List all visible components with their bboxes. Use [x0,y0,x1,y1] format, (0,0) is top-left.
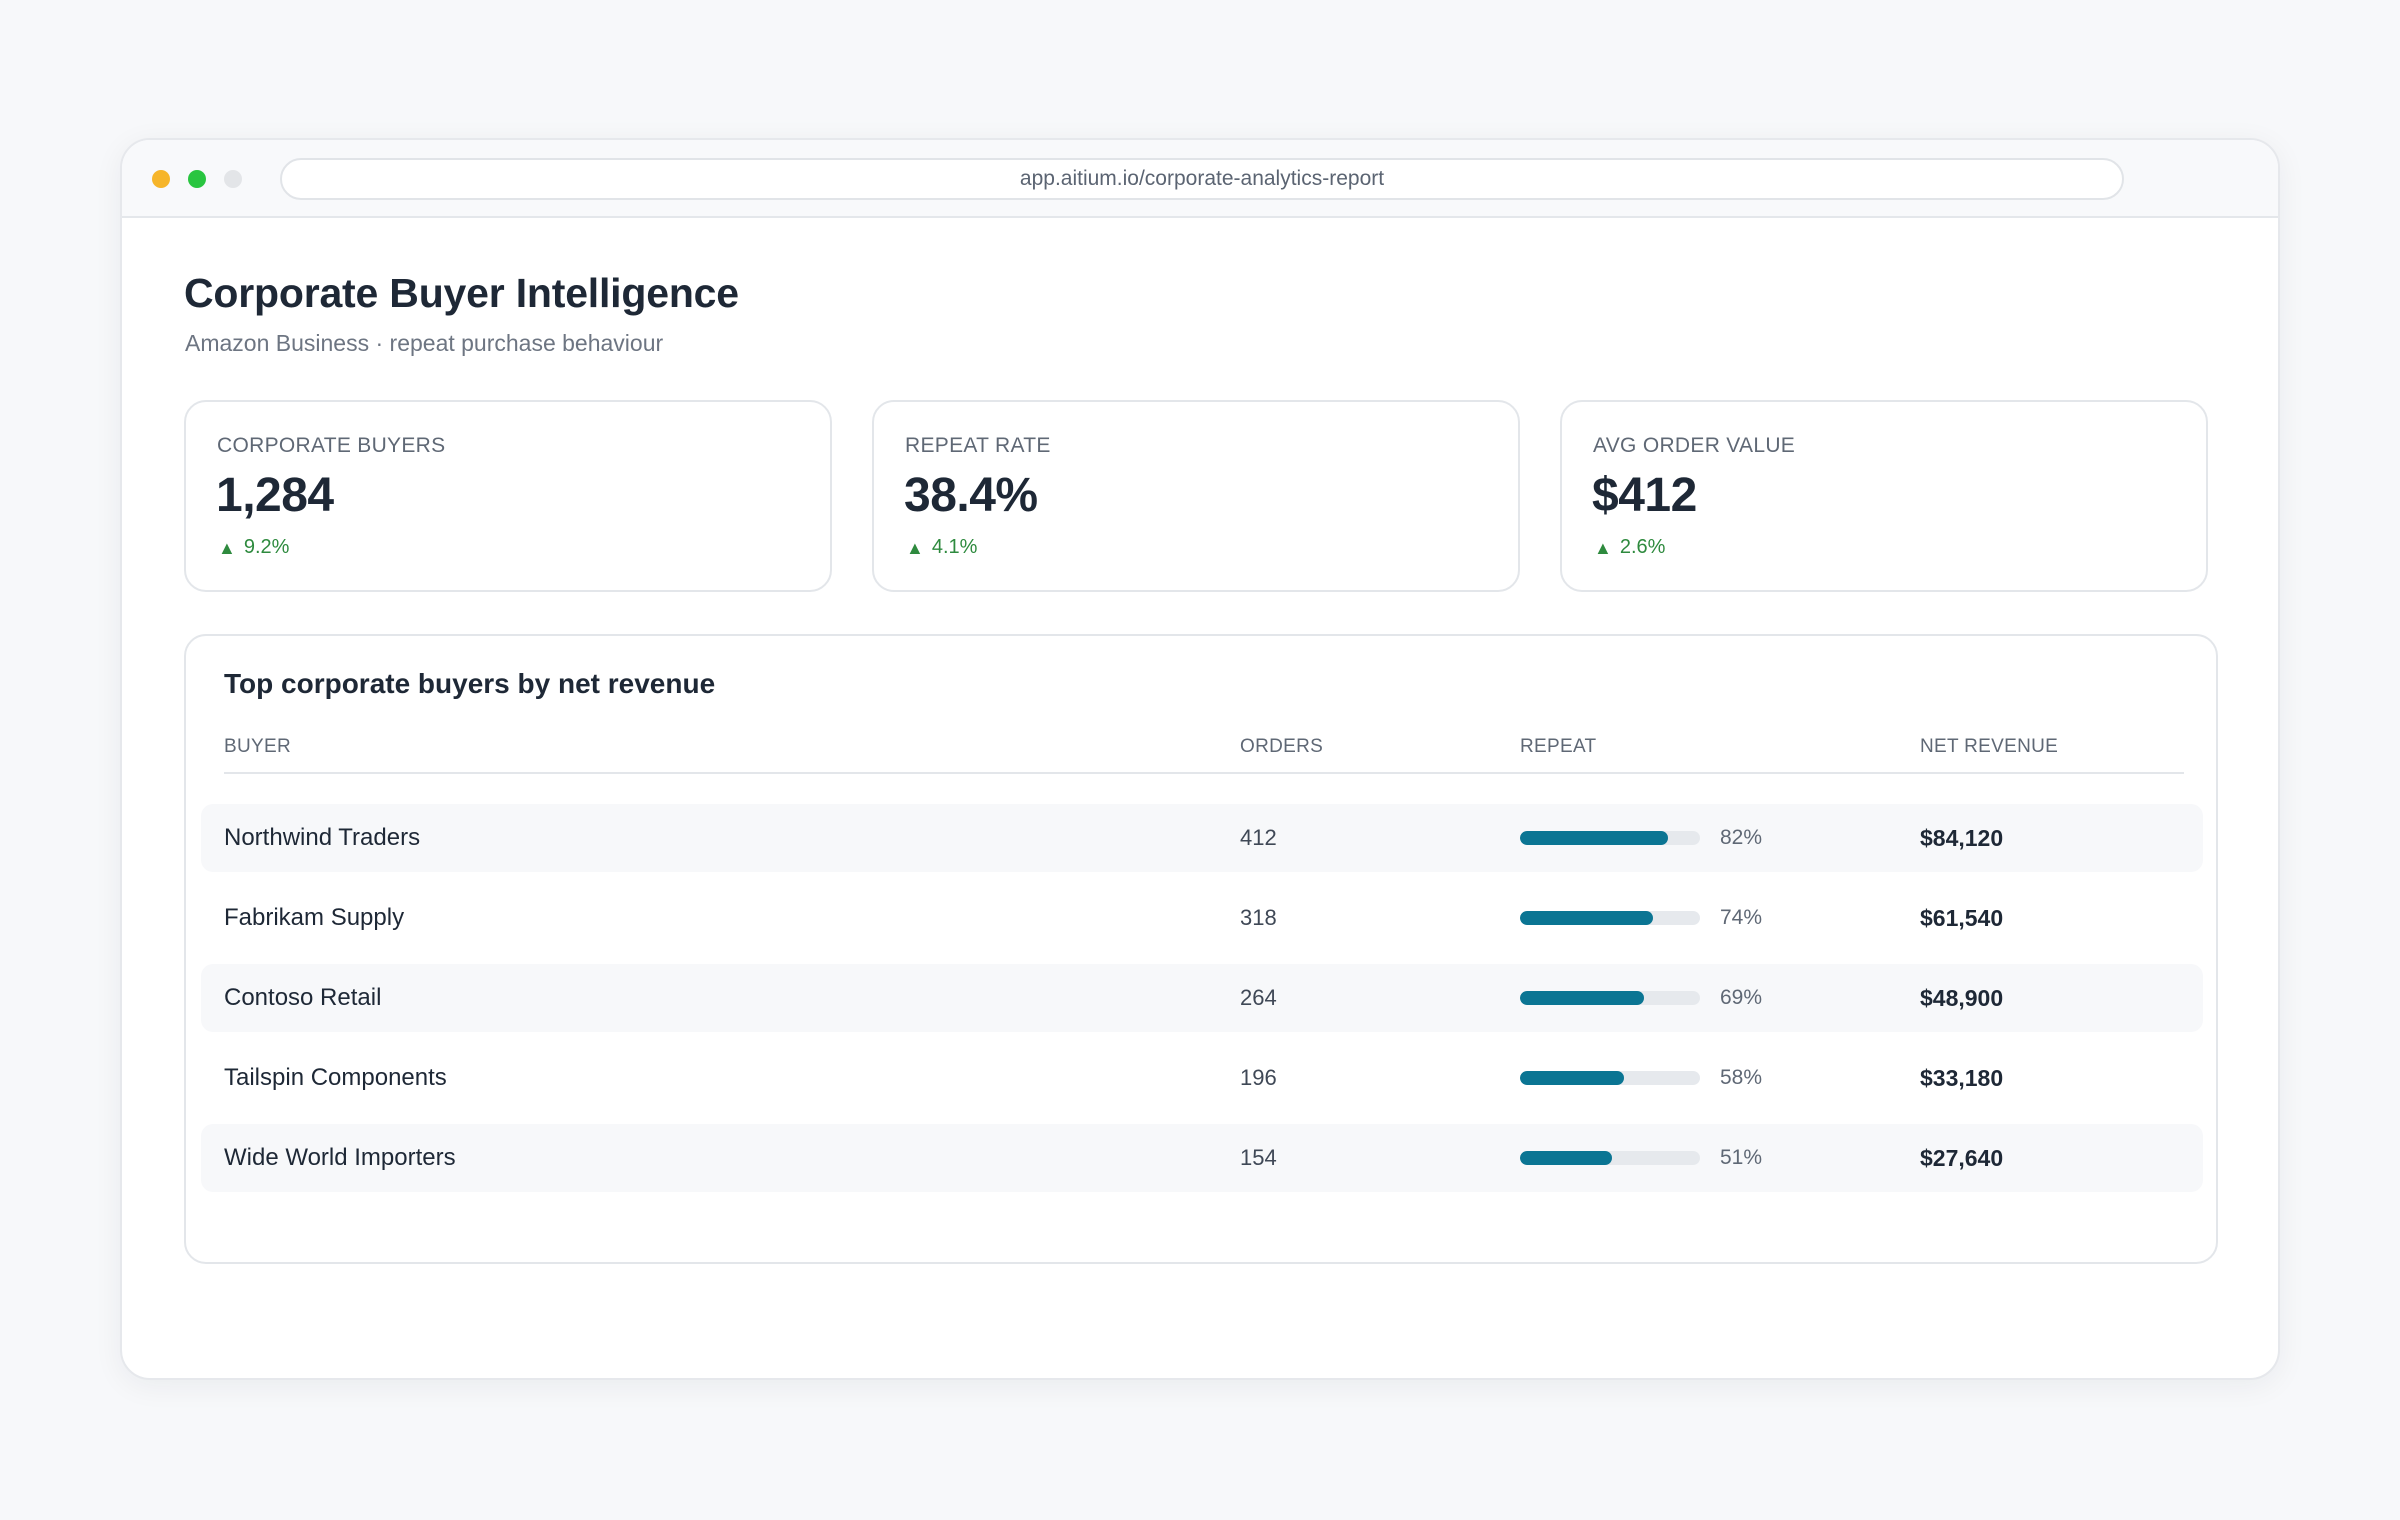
net-revenue: $48,900 [1920,984,2004,1011]
buyer-name: Tailspin Components [224,1064,447,1091]
table-header: BUYER ORDERS REPEAT NET REVENUE [224,736,2184,774]
triangle-up-icon: ▲ [906,537,924,558]
kpi-delta-value: 4.1% [931,536,978,558]
kpi-label: CORPORATE BUYERS [217,434,446,457]
address-bar[interactable]: app.aitium.io/corporate-analytics-report [280,158,2124,200]
buyer-name: Fabrikam Supply [224,904,405,931]
repeat-bar-track [1520,831,1700,845]
repeat-bar-fill [1520,991,1645,1005]
net-revenue: $33,180 [1920,1064,2004,1091]
inactive-dot-icon [224,170,242,188]
repeat-bar-fill [1520,911,1654,925]
page-content: Corporate Buyer Intelligence Amazon Busi… [122,218,2278,1378]
table-row[interactable]: Contoso Retail 264 69% $48,900 [201,964,2203,1032]
table-row[interactable]: Fabrikam Supply 318 74% $61,540 [201,884,2203,952]
table-row[interactable]: Wide World Importers 154 51% $27,640 [201,1124,2203,1192]
column-header-buyer[interactable]: BUYER [224,736,291,757]
repeat-bar [1520,884,1700,952]
address-bar-url: app.aitium.io/corporate-analytics-report [1019,167,1385,190]
kpi-value: 1,284 [216,469,334,522]
maximize-dot-icon[interactable] [188,170,206,188]
browser-titlebar: app.aitium.io/corporate-analytics-report [122,140,2278,218]
kpi-value: $412 [1592,469,1697,522]
repeat-bar-track [1520,991,1700,1005]
browser-window: app.aitium.io/corporate-analytics-report… [120,138,2280,1380]
column-header-orders[interactable]: ORDERS [1240,736,1324,757]
repeat-bar [1520,1124,1700,1192]
orders-count: 412 [1240,825,1277,850]
net-revenue: $61,540 [1920,904,2004,931]
buyer-name: Wide World Importers [224,1144,456,1171]
repeat-bar-track [1520,1071,1700,1085]
orders-count: 196 [1240,1065,1277,1090]
orders-count: 264 [1240,985,1277,1010]
kpi-delta-value: 9.2% [243,536,290,558]
repeat-bar-fill [1520,1071,1625,1085]
net-revenue: $84,120 [1920,824,2004,851]
table-row[interactable]: Tailspin Components 196 58% $33,180 [201,1044,2203,1112]
kpi-delta: ▲ 4.1% [906,536,977,559]
buyer-name: Northwind Traders [224,824,421,851]
kpi-value: 38.4% [904,469,1038,522]
kpi-delta: ▲ 9.2% [218,536,289,559]
minimize-dot-icon[interactable] [152,170,170,188]
triangle-up-icon: ▲ [218,537,236,558]
repeat-bar-track [1520,1151,1700,1165]
repeat-bar [1520,1044,1700,1112]
repeat-bar-fill [1520,1151,1612,1165]
orders-count: 154 [1240,1145,1277,1170]
repeat-bar-track [1520,911,1700,925]
net-revenue: $27,640 [1920,1144,2004,1171]
panel-title: Top corporate buyers by net revenue [224,668,716,699]
repeat-bar-fill [1520,831,1668,845]
column-header-repeat[interactable]: REPEAT [1520,736,1597,757]
kpi-card-corporate-buyers: CORPORATE BUYERS 1,284 ▲ 9.2% [184,400,832,592]
repeat-percent: 69% [1720,986,1763,1009]
kpi-label: REPEAT RATE [905,434,1051,457]
top-buyers-panel: Top corporate buyers by net revenue BUYE… [184,634,2218,1264]
buyer-name: Contoso Retail [224,984,382,1011]
repeat-percent: 58% [1720,1066,1763,1089]
repeat-bar [1520,964,1700,1032]
orders-count: 318 [1240,905,1277,930]
repeat-bar [1520,804,1700,872]
kpi-card-avg-order-value: AVG ORDER VALUE $412 ▲ 2.6% [1560,400,2208,592]
kpi-card-repeat-rate: REPEAT RATE 38.4% ▲ 4.1% [872,400,1520,592]
table-row[interactable]: Northwind Traders 412 82% $84,120 [201,804,2203,872]
repeat-percent: 51% [1720,1146,1763,1169]
page-title: Corporate Buyer Intelligence [184,270,739,316]
repeat-percent: 82% [1720,826,1763,849]
repeat-percent: 74% [1720,906,1763,929]
column-header-net-revenue[interactable]: NET REVENUE [1920,736,2059,757]
triangle-up-icon: ▲ [1594,537,1612,558]
kpi-label: AVG ORDER VALUE [1593,434,1796,457]
page-subtitle: Amazon Business · repeat purchase behavi… [185,330,664,356]
kpi-delta-value: 2.6% [1619,536,1666,558]
kpi-delta: ▲ 2.6% [1594,536,1665,559]
